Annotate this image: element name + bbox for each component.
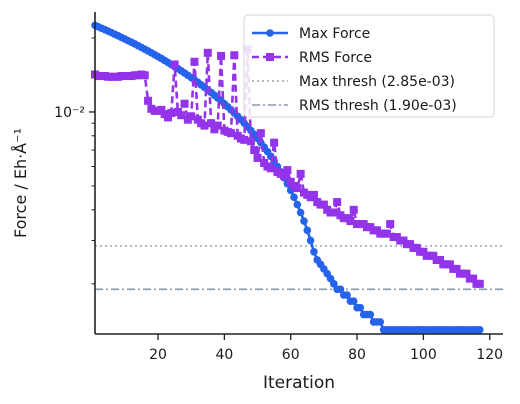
series-2-point-115 — [469, 274, 478, 283]
series-2-point-28 — [180, 99, 189, 108]
legend-entry-2: RMS Force — [252, 50, 372, 66]
series-2-point-89 — [382, 229, 391, 238]
series-2-point-16 — [140, 71, 149, 80]
series-2-point-43 — [230, 51, 239, 60]
series-layer — [91, 21, 484, 334]
series-2-point-27 — [177, 111, 186, 120]
x-tick-label-6: 120 — [476, 347, 503, 363]
legend-entry-3: Max thresh (2.85e-03) — [252, 74, 455, 90]
series-2-point-103 — [429, 251, 438, 260]
x-tick-label-4: 80 — [348, 347, 366, 363]
series-1-point-77 — [343, 291, 351, 299]
series-2-point-39 — [217, 51, 226, 60]
series-1-point-87 — [376, 318, 385, 326]
series-2-point-46 — [240, 135, 249, 144]
series-1-point-65 — [303, 226, 312, 235]
series-1-point-64 — [300, 217, 308, 225]
series-2-point-73 — [329, 208, 338, 217]
series-2-point-38 — [213, 121, 222, 130]
series-2-point-25 — [170, 60, 179, 69]
series-1-point-73 — [330, 280, 338, 288]
series-2-point-17 — [144, 96, 153, 105]
legend: Max Force RMS Force Max thresh (2.85e-03) R… — [243, 14, 495, 118]
series-2-point-48 — [246, 137, 255, 146]
series-2-point-51 — [256, 129, 265, 138]
series-2-point-49 — [250, 146, 259, 155]
legend-label-3: Max thresh (2.85e-03) — [299, 74, 455, 90]
series-1-point-62 — [293, 200, 302, 209]
series-2-point-50 — [253, 153, 262, 162]
series-2-point-54 — [266, 164, 275, 173]
series-2-point-42 — [227, 129, 235, 138]
legend-entry-4: RMS thresh (1.90e-03) — [252, 98, 457, 114]
series-1-point-79 — [349, 297, 358, 305]
x-tick-label-2: 40 — [215, 347, 233, 363]
x-tick-label-3: 60 — [282, 347, 300, 363]
series-2-point-23 — [163, 113, 172, 122]
series-2-point-100 — [419, 247, 428, 256]
series-1-point-61 — [290, 193, 298, 202]
series-1 — [91, 21, 484, 334]
series-2-point-70 — [319, 200, 328, 209]
series-1-point-84 — [366, 310, 375, 319]
series-2-point-30 — [187, 112, 196, 121]
legend-box — [243, 14, 495, 118]
x-tick-label-5: 100 — [410, 347, 437, 363]
series-2-point-78 — [346, 217, 355, 226]
legend-label-1: Max Force — [299, 26, 370, 42]
series-2-point-24 — [167, 109, 176, 118]
series-1-point-75 — [336, 285, 345, 294]
series-2-point-90 — [386, 220, 395, 229]
y-tick-label-1: 10⁻² — [54, 105, 85, 121]
series-2-point-79 — [349, 205, 358, 214]
x-axis-label: Iteration — [263, 373, 335, 393]
series-2-point-60 — [286, 177, 295, 186]
y-axis-label: Force / Eh·Å⁻¹ — [11, 128, 30, 238]
series-1-point-67 — [310, 247, 318, 256]
series-2-point-36 — [207, 119, 216, 128]
series-2-point-67 — [309, 190, 318, 199]
x-tick-label-1: 20 — [149, 347, 167, 363]
threshold-lines — [95, 245, 503, 291]
series-2-point-31 — [190, 57, 199, 66]
series-2-point-55 — [270, 138, 279, 147]
legend-marker-1 — [266, 29, 274, 37]
series-2-point-113 — [462, 269, 471, 278]
legend-label-4: RMS thresh (1.90e-03) — [299, 98, 457, 114]
series-2-point-58 — [280, 171, 289, 180]
series-2-point-21 — [157, 105, 166, 114]
ticks: 20 40 60 80 100 120 10⁻² — [54, 37, 503, 363]
axes — [94, 12, 503, 335]
series-1-point-63 — [296, 208, 305, 217]
series-2-point-63 — [296, 169, 305, 178]
legend-marker-2 — [266, 53, 274, 61]
series-2-point-105 — [435, 255, 444, 264]
series-2-point-35 — [203, 48, 212, 57]
series-2-point-34 — [200, 121, 209, 130]
series-1-point-81 — [356, 303, 365, 312]
series-2-point-74 — [333, 198, 342, 207]
series-1-point-117 — [475, 326, 484, 334]
legend-entry-1: Max Force — [252, 26, 370, 42]
series-2-point-62 — [293, 184, 302, 193]
legend-label-2: RMS Force — [299, 50, 372, 66]
series-2-point-117 — [475, 279, 484, 288]
series-2-point-108 — [445, 260, 454, 269]
series-2-point-110 — [452, 264, 461, 273]
series-2-point-59 — [283, 166, 292, 175]
series-1-point-66 — [306, 236, 315, 245]
